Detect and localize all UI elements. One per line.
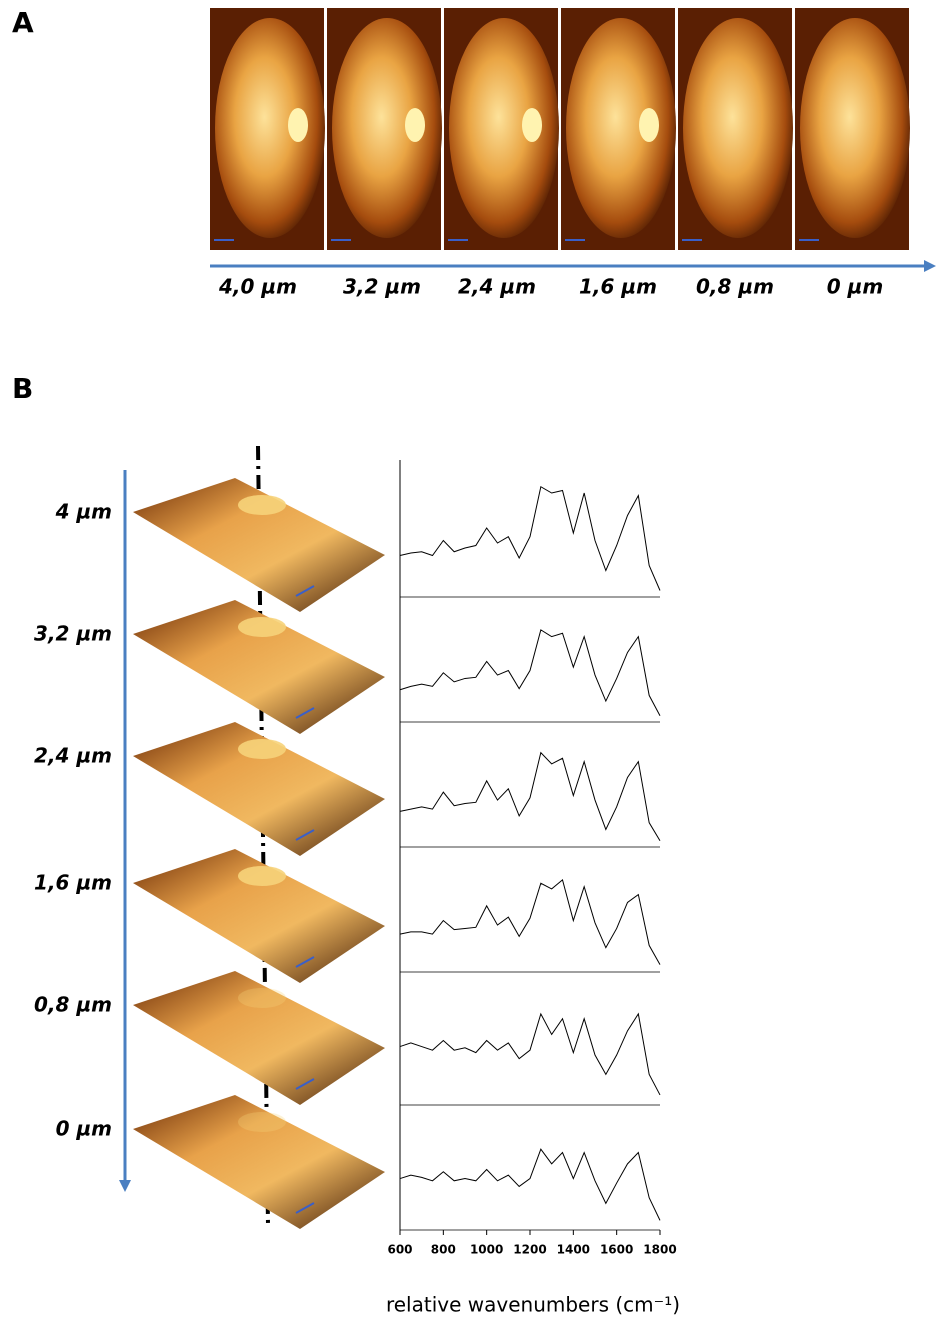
x-tick-label: 1600 (600, 1243, 633, 1257)
scale-bar (295, 1078, 315, 1090)
depth-label: 4,0 µm (218, 275, 297, 299)
cell-image (800, 18, 910, 238)
spectrum-line (399, 1012, 661, 1096)
cell-image (215, 18, 325, 238)
surface-peak (238, 495, 286, 515)
surface-plot (133, 971, 385, 1105)
depth-label: 2,4 µm (458, 275, 536, 299)
depth-label: 0,8 µm (34, 993, 112, 1017)
surface-plot (133, 478, 385, 612)
surface-plot (133, 600, 385, 734)
surface-plot (133, 722, 385, 856)
x-tick-label: 1800 (643, 1243, 676, 1257)
depth-label: 3,2 µm (34, 622, 112, 646)
arrow-head (924, 260, 936, 272)
cell-image (566, 18, 676, 238)
scale-bar (295, 956, 315, 968)
x-tick-label: 800 (431, 1243, 456, 1257)
depth-label: 0 µm (827, 275, 883, 299)
spectrum-line (399, 751, 661, 841)
spectrum-line (399, 629, 661, 716)
panel-label: B (12, 372, 33, 405)
x-tick-label: 1400 (557, 1243, 590, 1257)
panel-label: A (12, 6, 34, 39)
spectrum-line (399, 485, 661, 591)
depth-label: 3,2 µm (343, 275, 421, 299)
surface-peak (238, 1112, 286, 1132)
nucleus (288, 108, 308, 142)
nucleus (639, 108, 659, 142)
depth-label: 2,4 µm (34, 744, 112, 768)
depth-label: 4 µm (55, 500, 112, 524)
x-axis-label: relative wavenumbers (cm⁻¹) (386, 1293, 680, 1317)
cell-image (683, 18, 793, 238)
surface-peak (238, 866, 286, 886)
depth-label: 0 µm (56, 1117, 112, 1141)
nucleus (405, 108, 425, 142)
depth-label: 0,8 µm (696, 275, 774, 299)
depth-label: 1,6 µm (579, 275, 657, 299)
spectrum-line (399, 1148, 661, 1221)
nucleus (522, 108, 542, 142)
x-tick-label: 600 (387, 1243, 412, 1257)
surface-plot (133, 849, 385, 983)
scale-bar (295, 829, 315, 841)
x-tick-label: 1200 (513, 1243, 546, 1257)
arrow-head (119, 1180, 131, 1192)
scale-bar (295, 707, 315, 719)
scale-bar (295, 585, 315, 597)
surface-plot (133, 1095, 385, 1229)
surface-peak (238, 988, 286, 1008)
x-tick-label: 1000 (470, 1243, 503, 1257)
cell-image (332, 18, 442, 238)
surface-peak (238, 617, 286, 637)
cell-image (449, 18, 559, 238)
depth-label: 1,6 µm (34, 871, 112, 895)
scale-bar (295, 1202, 315, 1214)
spectrum-line (399, 878, 661, 965)
surface-peak (238, 739, 286, 759)
